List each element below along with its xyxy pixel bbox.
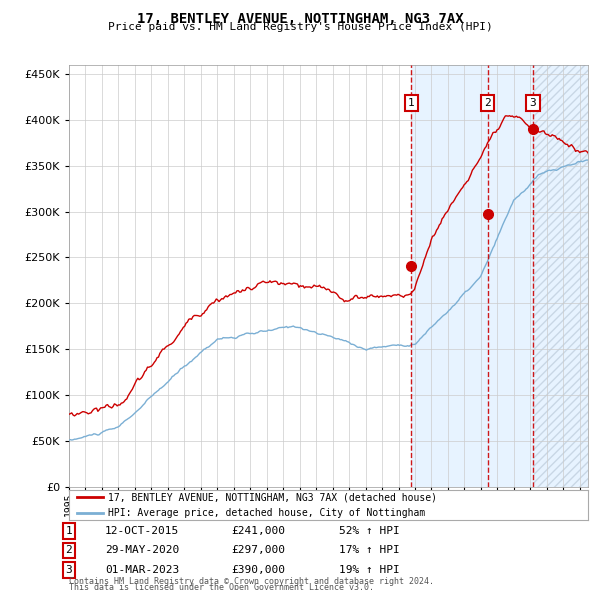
Text: 17% ↑ HPI: 17% ↑ HPI xyxy=(339,546,400,555)
Text: £241,000: £241,000 xyxy=(231,526,285,536)
Text: 01-MAR-2023: 01-MAR-2023 xyxy=(105,565,179,575)
Text: HPI: Average price, detached house, City of Nottingham: HPI: Average price, detached house, City… xyxy=(108,508,425,517)
Text: 1: 1 xyxy=(408,98,415,108)
Text: 17, BENTLEY AVENUE, NOTTINGHAM, NG3 7AX (detached house): 17, BENTLEY AVENUE, NOTTINGHAM, NG3 7AX … xyxy=(108,493,437,502)
Text: 17, BENTLEY AVENUE, NOTTINGHAM, NG3 7AX: 17, BENTLEY AVENUE, NOTTINGHAM, NG3 7AX xyxy=(137,12,463,26)
Bar xyxy=(533,65,588,487)
Text: £297,000: £297,000 xyxy=(231,546,285,555)
Text: This data is licensed under the Open Government Licence v3.0.: This data is licensed under the Open Gov… xyxy=(69,583,374,590)
Text: 2: 2 xyxy=(484,98,491,108)
Bar xyxy=(412,65,588,487)
Bar xyxy=(533,65,588,487)
Text: 12-OCT-2015: 12-OCT-2015 xyxy=(105,526,179,536)
Text: Price paid vs. HM Land Registry's House Price Index (HPI): Price paid vs. HM Land Registry's House … xyxy=(107,22,493,32)
Text: 19% ↑ HPI: 19% ↑ HPI xyxy=(339,565,400,575)
Text: 3: 3 xyxy=(65,565,73,575)
Text: 52% ↑ HPI: 52% ↑ HPI xyxy=(339,526,400,536)
Text: £390,000: £390,000 xyxy=(231,565,285,575)
Text: 1: 1 xyxy=(65,526,73,536)
Text: 3: 3 xyxy=(530,98,536,108)
Text: 29-MAY-2020: 29-MAY-2020 xyxy=(105,546,179,555)
Text: Contains HM Land Registry data © Crown copyright and database right 2024.: Contains HM Land Registry data © Crown c… xyxy=(69,577,434,586)
Text: 2: 2 xyxy=(65,546,73,555)
